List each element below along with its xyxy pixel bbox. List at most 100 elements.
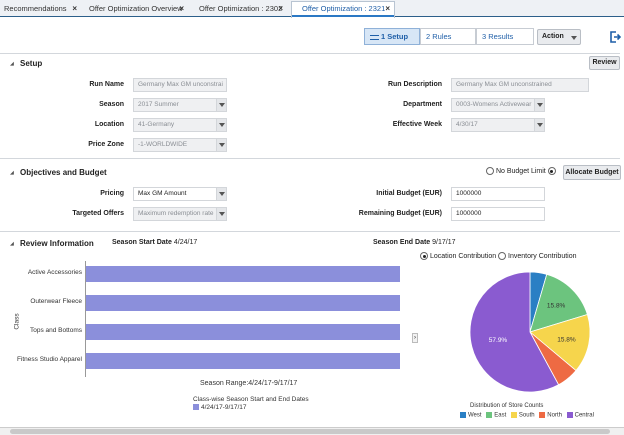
legend-swatch bbox=[510, 412, 517, 418]
dropdown-icon[interactable] bbox=[216, 208, 226, 220]
location-value: 41-Germany bbox=[138, 121, 175, 128]
dropdown-icon[interactable] bbox=[216, 139, 226, 151]
category-label: Fitness Studio Apparel bbox=[16, 356, 82, 363]
bar-outerwear-fleece[interactable] bbox=[86, 295, 400, 311]
run-description-input[interactable]: Germany Max GM unconstrained bbox=[451, 78, 589, 92]
no-budget-limit-option[interactable]: No Budget Limit bbox=[486, 167, 556, 175]
tab-offer-optimization-2302[interactable]: Offer Optimization : 2302 × bbox=[195, 2, 287, 17]
collapse-icon[interactable]: ◢ bbox=[10, 61, 14, 67]
department-value: 0003-Womens Activewear bbox=[456, 101, 532, 108]
review-section bbox=[0, 231, 620, 427]
tab-offer-optimization-2321[interactable]: Offer Optimization : 2321 × bbox=[291, 1, 395, 18]
remaining-budget-input[interactable]: 1000000 bbox=[451, 207, 545, 221]
tab-label: Offer Optimization : 2302 bbox=[199, 4, 283, 13]
run-name-input[interactable]: Germany Max GM unconstrai bbox=[133, 78, 227, 92]
pie-slice-east[interactable] bbox=[529, 273, 588, 333]
season-label: Season bbox=[99, 101, 124, 108]
season-start-value: 4/24/17 bbox=[173, 239, 198, 246]
action-label: Action bbox=[542, 33, 564, 40]
bar-active-accessories[interactable] bbox=[86, 266, 400, 282]
close-icon[interactable]: × bbox=[72, 4, 77, 13]
close-icon[interactable]: × bbox=[278, 4, 283, 13]
legend-swatch bbox=[566, 412, 573, 418]
no-budget-label: No Budget Limit bbox=[495, 167, 546, 175]
run-name-label: Run Name bbox=[89, 81, 124, 88]
dropdown-icon[interactable] bbox=[216, 119, 226, 131]
step-label: 3 Results bbox=[482, 32, 514, 41]
section-title: Review Information bbox=[20, 239, 94, 248]
legend-swatch bbox=[460, 412, 466, 418]
horizontal-scrollbar[interactable] bbox=[0, 427, 624, 435]
season-end-label: Season End Date bbox=[373, 239, 431, 246]
pie-value-label: 15.8% bbox=[547, 303, 566, 310]
effective-week-label: Effective Week bbox=[392, 121, 442, 128]
dropdown-icon[interactable] bbox=[216, 188, 226, 200]
season-start-label: Season Start Date bbox=[112, 239, 172, 246]
objectives-section bbox=[0, 158, 620, 230]
step-results[interactable]: 3 Results bbox=[476, 28, 534, 45]
legend-label-west: West bbox=[468, 412, 482, 419]
run-description-label: Run Description bbox=[387, 81, 442, 88]
pricing-label: Pricing bbox=[100, 190, 124, 197]
category-label: Outerwear Fleece bbox=[30, 298, 82, 305]
step-setup[interactable]: 1 Setup bbox=[364, 28, 420, 45]
dropdown-icon[interactable] bbox=[534, 119, 544, 131]
scrollbar-thumb[interactable] bbox=[10, 429, 610, 434]
inventory-contribution-label[interactable]: Inventory Contribution bbox=[508, 252, 577, 260]
contribution-toggle: Location Contribution Inventory Contribu… bbox=[420, 252, 577, 260]
tab-label: Recommendations bbox=[4, 4, 67, 13]
location-select[interactable]: 41-Germany bbox=[133, 118, 227, 132]
initial-budget-label: Initial Budget (EUR) bbox=[376, 190, 442, 197]
radio-selected-icon[interactable] bbox=[547, 167, 556, 175]
step-label: 2 Rules bbox=[426, 32, 452, 41]
expand-panel-icon[interactable]: › bbox=[412, 333, 418, 343]
season-select[interactable]: 2017 Summer bbox=[133, 98, 227, 112]
category-label: Tops and Bottoms bbox=[29, 327, 82, 334]
dropdown-icon[interactable] bbox=[216, 99, 226, 111]
exit-icon[interactable] bbox=[609, 31, 622, 43]
collapse-icon[interactable]: ◢ bbox=[10, 170, 14, 176]
legend-swatch bbox=[193, 404, 199, 411]
dropdown-icon[interactable] bbox=[534, 99, 544, 111]
initial-budget-input[interactable]: 1000000 bbox=[451, 187, 545, 201]
location-contribution-label[interactable]: Location Contribution bbox=[429, 252, 497, 260]
tab-label: Offer Optimization Overview bbox=[89, 4, 183, 13]
legend-title: Class-wise Season Start and End Dates bbox=[193, 396, 309, 403]
legend-label-north: North bbox=[547, 412, 562, 419]
season-value: 2017 Summer bbox=[138, 101, 179, 108]
effective-week-select[interactable]: 4/30/17 bbox=[451, 118, 545, 132]
legend-swatch bbox=[539, 412, 546, 418]
pie-legend: West East South North Central bbox=[460, 412, 594, 419]
pie-slice-central[interactable] bbox=[469, 271, 560, 393]
season-end: Season End Date 9/17/17 bbox=[373, 239, 456, 246]
allocate-budget-button[interactable]: Allocate Budget bbox=[563, 165, 621, 180]
pricing-select[interactable]: Max GM Amount bbox=[133, 187, 227, 201]
pie-value-label: 15.8% bbox=[557, 336, 576, 343]
radio-selected-icon[interactable] bbox=[420, 252, 428, 260]
review-button[interactable]: Review bbox=[589, 56, 620, 70]
close-icon[interactable]: × bbox=[385, 4, 390, 13]
price-zone-label: Price Zone bbox=[88, 141, 124, 148]
tab-recommendations[interactable]: Recommendations × bbox=[0, 2, 81, 17]
legend-entry-label: 4/24/17-9/17/17 bbox=[201, 404, 247, 411]
legend-label-central: Central bbox=[574, 412, 594, 419]
step-rules[interactable]: 2 Rules bbox=[420, 28, 476, 45]
remaining-budget-label: Remaining Budget (EUR) bbox=[358, 210, 442, 217]
pie-slice-south[interactable] bbox=[529, 314, 591, 372]
radio-unselected-icon[interactable] bbox=[486, 167, 494, 175]
department-select[interactable]: 0003-Womens Activewear bbox=[451, 98, 545, 112]
close-icon[interactable]: × bbox=[179, 4, 184, 13]
season-end-value: 9/17/17 bbox=[432, 239, 456, 246]
setup-section bbox=[0, 53, 620, 157]
bar-fitness-studio-apparel[interactable] bbox=[86, 353, 400, 369]
section-title: Setup bbox=[20, 59, 43, 68]
targeted-offers-select[interactable]: Maximum redemption rate bbox=[133, 207, 227, 221]
legend-label-east: East bbox=[494, 412, 507, 419]
radio-unselected-icon[interactable] bbox=[498, 252, 507, 260]
price-zone-select[interactable]: -1-WORLDWIDE bbox=[133, 138, 227, 152]
action-menu-button[interactable]: Action bbox=[537, 29, 581, 45]
collapse-icon[interactable]: ◢ bbox=[10, 241, 14, 247]
tab-offer-optimization-overview[interactable]: Offer Optimization Overview × bbox=[85, 2, 188, 17]
step-label: 1 Setup bbox=[381, 32, 409, 41]
bar-tops-and-bottoms[interactable] bbox=[86, 324, 400, 340]
